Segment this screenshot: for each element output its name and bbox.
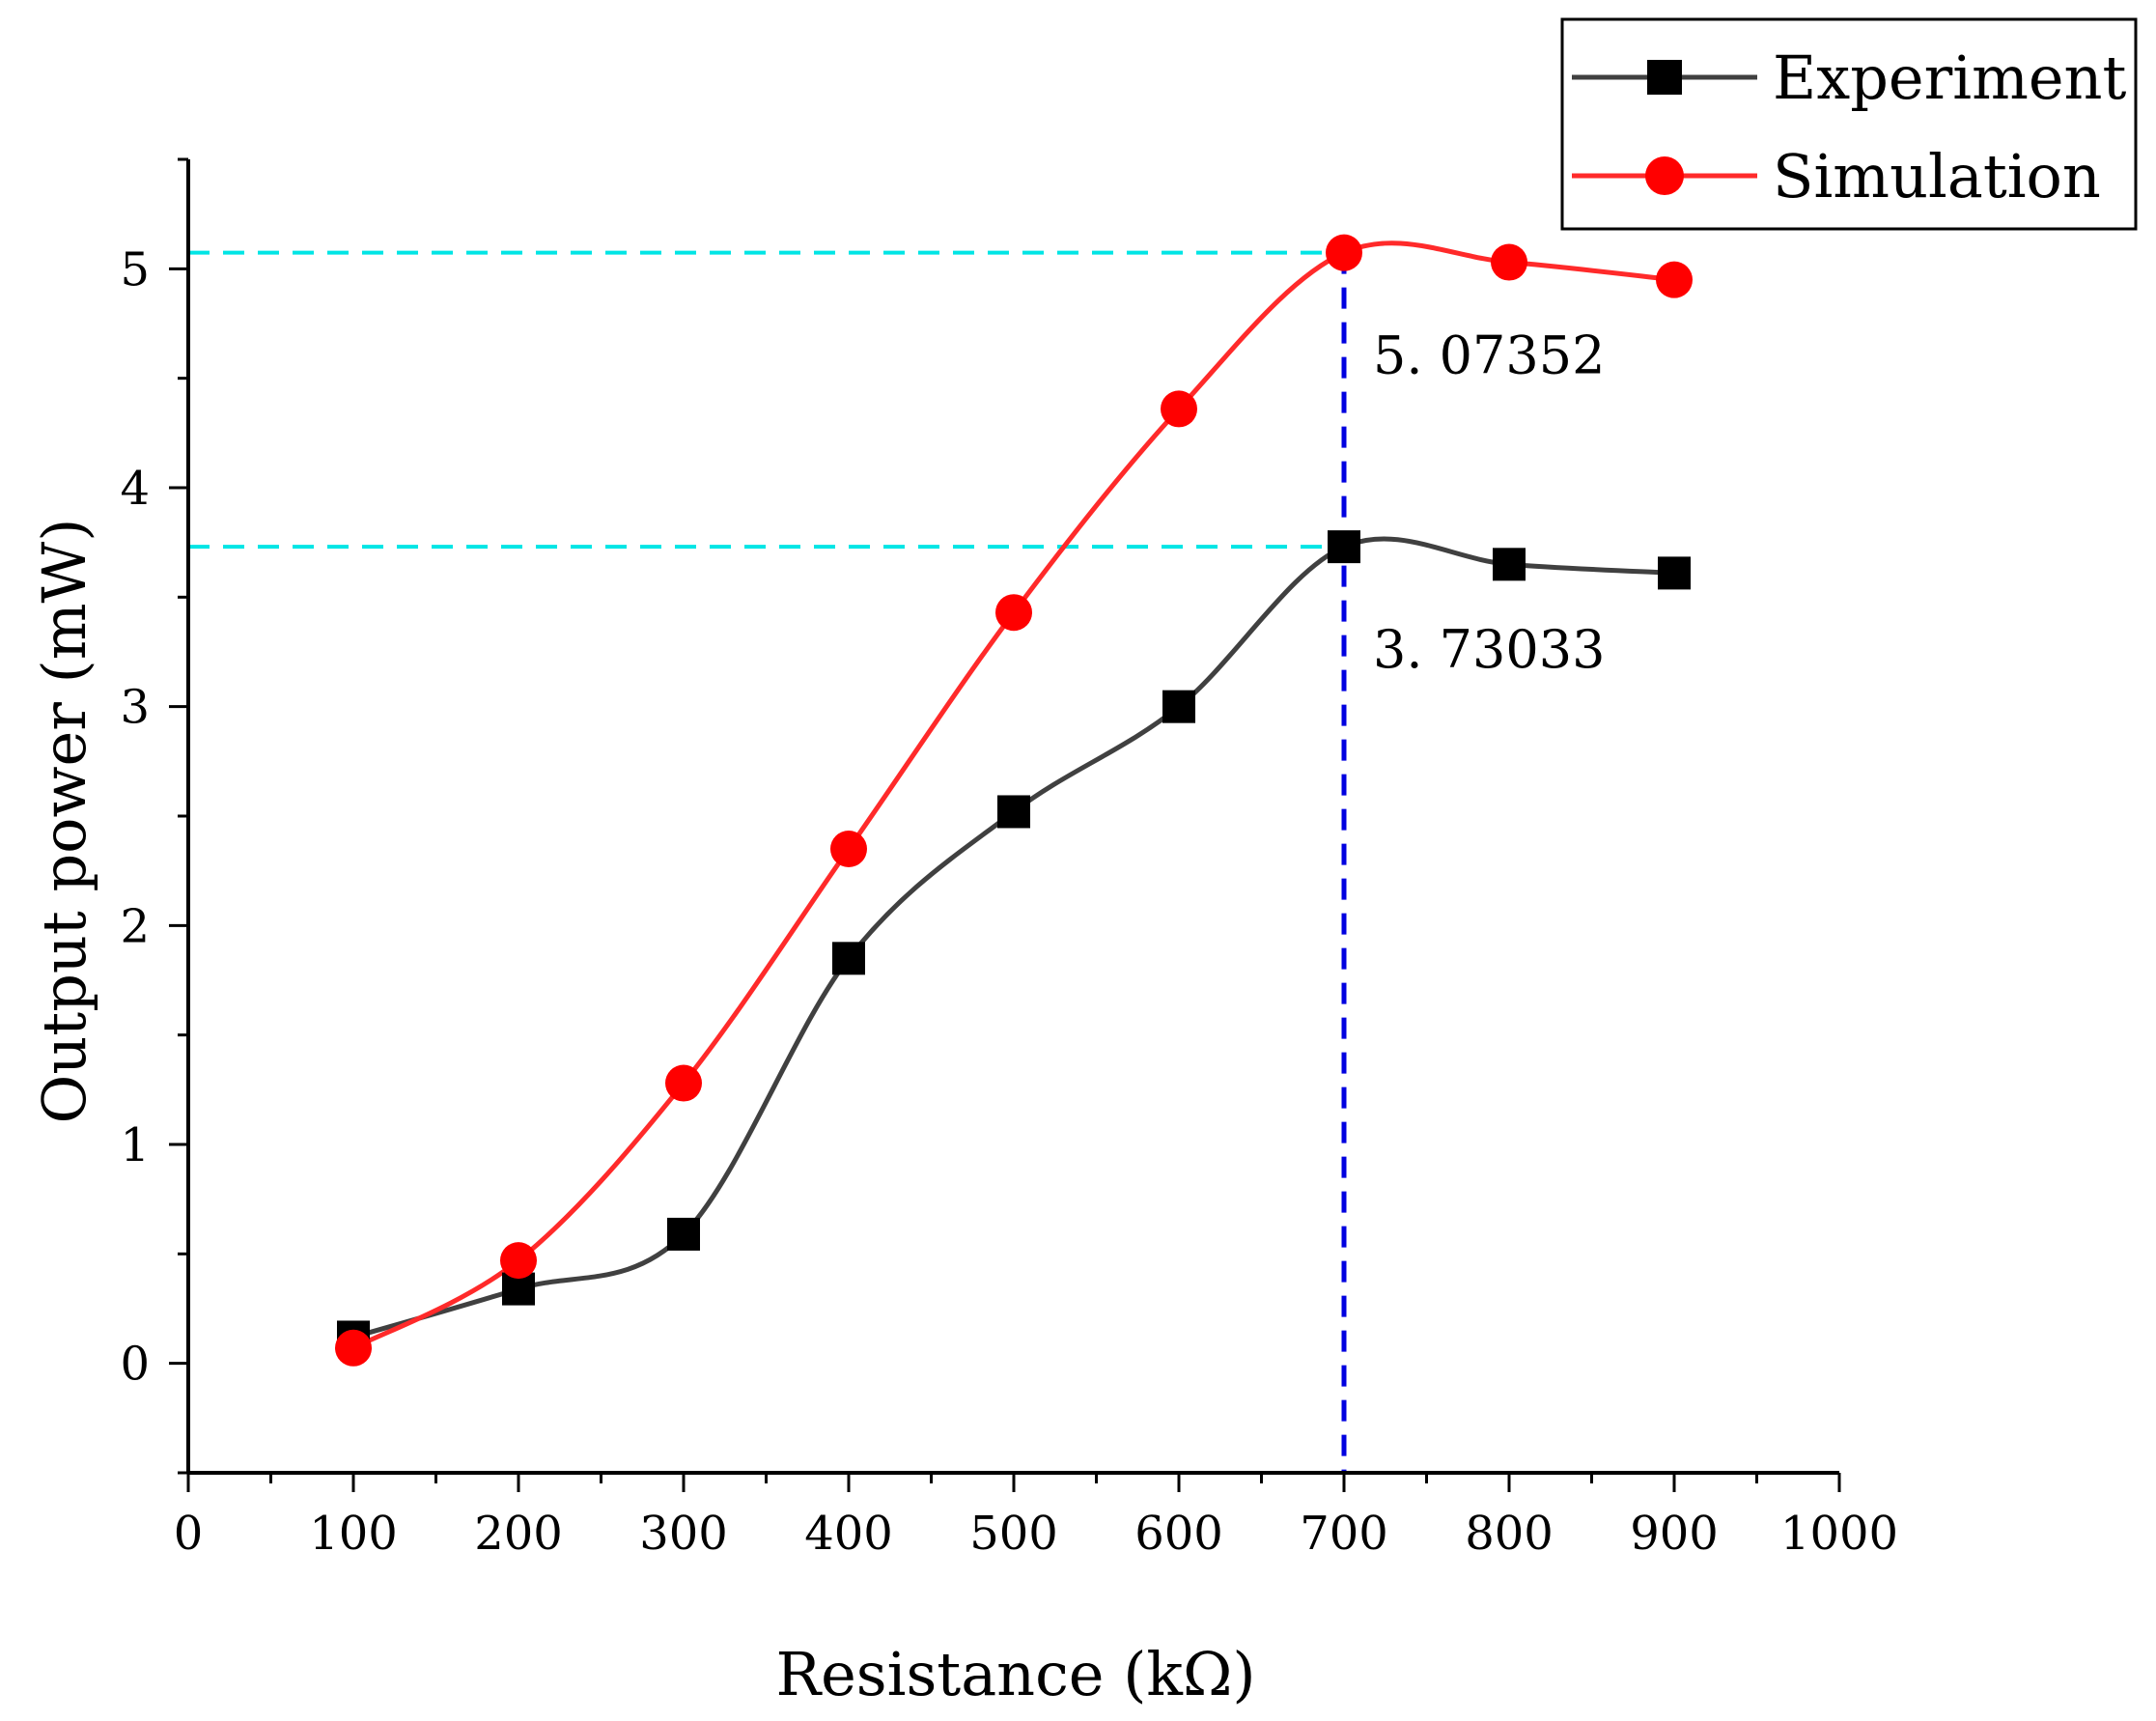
series-layer — [335, 234, 1693, 1367]
y-tick-label: 5 — [120, 242, 150, 296]
x-tick-label: 500 — [969, 1507, 1058, 1561]
y-axis-title: Output power (mW) — [29, 519, 99, 1124]
data-point-simulation — [1656, 261, 1693, 298]
series-line-simulation — [351, 240, 1675, 1351]
x-tick-label: 1000 — [1780, 1507, 1898, 1561]
y-tick-label: 0 — [120, 1338, 150, 1392]
annotation-peak-value-0: 5. 07352 — [1373, 325, 1605, 386]
x-tick-label: 600 — [1134, 1507, 1223, 1561]
data-point-experiment — [832, 942, 865, 975]
data-point-experiment — [1658, 556, 1691, 590]
legend-label-simulation: Simulation — [1773, 141, 2101, 212]
annotation-peak-value-1: 3. 73033 — [1373, 619, 1605, 680]
x-tick-label: 400 — [804, 1507, 893, 1561]
data-point-simulation — [1326, 234, 1362, 271]
y-tick-label: 1 — [120, 1118, 150, 1172]
y-tick-label: 2 — [120, 899, 150, 953]
x-tick-label: 800 — [1465, 1507, 1554, 1561]
legend-marker-simulation — [1645, 156, 1684, 195]
x-tick-label: 700 — [1300, 1507, 1388, 1561]
x-tick-label: 200 — [474, 1507, 563, 1561]
x-tick-label: 900 — [1630, 1507, 1719, 1561]
y-tick-label: 4 — [120, 462, 150, 516]
data-point-simulation — [830, 831, 867, 867]
axes: 0 100 200 300 400 500 600 700 800 900 1000 0 1 2 3 4 5 — [120, 157, 1898, 1561]
legend-label-experiment: Experiment — [1773, 42, 2126, 113]
annotations: 5. 07352 3. 73033 — [1373, 325, 1605, 680]
data-point-simulation — [665, 1064, 702, 1102]
reference-lines — [188, 250, 1347, 1473]
x-tick-label: 100 — [309, 1507, 398, 1561]
legend: Experiment Simulation — [1560, 17, 2138, 231]
data-point-experiment — [1493, 548, 1526, 581]
legend-marker-experiment — [1647, 60, 1682, 95]
data-point-experiment — [1162, 690, 1195, 723]
x-tick-label: 0 — [174, 1507, 204, 1561]
data-point-simulation — [500, 1242, 537, 1280]
data-point-simulation — [1491, 243, 1527, 281]
data-point-experiment — [997, 795, 1030, 829]
y-tick-label: 3 — [120, 681, 150, 735]
data-point-simulation — [995, 594, 1032, 632]
x-tick-label: 300 — [639, 1507, 728, 1561]
data-point-simulation — [1161, 390, 1197, 428]
data-point-experiment — [1328, 530, 1360, 564]
x-axis-title: Resistance (kΩ) — [775, 1639, 1255, 1709]
legend-box — [1560, 17, 2138, 231]
data-point-simulation — [335, 1329, 372, 1367]
data-point-experiment — [667, 1217, 700, 1251]
